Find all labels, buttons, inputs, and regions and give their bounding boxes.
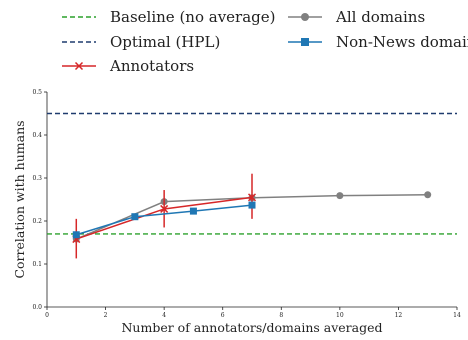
x-tick-label: 4 (162, 312, 166, 319)
non-news-series-point (248, 201, 256, 209)
legend-label-baseline: Baseline (no average) (110, 8, 276, 26)
y-axis-title: Correlation with humans (12, 120, 27, 278)
axes: 0 2 4 6 8 10 12 14 0.0 0.1 0.2 0.3 0.4 0.5 Number of… (12, 89, 461, 335)
x-tick-label: 0 (45, 312, 49, 319)
non-news-series-point (131, 213, 139, 221)
y-tick-label: 0.4 (32, 132, 42, 139)
annotators-series (72, 173, 257, 259)
non-news-series (72, 201, 256, 239)
legend-label-non-news: Non-News domains (336, 33, 468, 51)
y-tick-label: 0.2 (32, 218, 42, 225)
non-news-series-point (189, 207, 197, 215)
y-tick-label: 0.5 (32, 89, 42, 96)
x-axis-title: Number of annotators/domains averaged (121, 320, 382, 335)
y-tick-label: 0.1 (32, 261, 42, 268)
legend-item-annotators: Annotators (62, 57, 194, 75)
y-tick-label: 0.0 (32, 304, 42, 311)
x-tick-label: 10 (336, 312, 344, 319)
x-tick-label: 2 (104, 312, 108, 319)
legend-label-annotators: Annotators (109, 57, 194, 75)
legend-item-baseline: Baseline (no average) (62, 8, 276, 26)
y-tick-label: 0.3 (32, 175, 42, 182)
reference-lines (47, 112, 457, 235)
legend-marker-all-domains (301, 13, 309, 21)
legend-label-optimal: Optimal (HPL) (110, 33, 220, 51)
all-domains-series-point (336, 192, 344, 200)
legend-marker-annotators (74, 61, 84, 71)
annotators-series-point (160, 204, 169, 213)
legend-marker-non-news (301, 38, 309, 46)
non-news-series-line (76, 204, 253, 236)
y-ticks: 0.0 0.1 0.2 0.3 0.4 0.5 (32, 89, 47, 311)
x-tick-label: 6 (221, 312, 225, 319)
non-news-series-point (72, 231, 80, 239)
x-tick-label: 12 (395, 312, 403, 319)
legend-item-all-domains: All domains (288, 8, 425, 26)
x-tick-label: 8 (279, 312, 283, 319)
legend-item-optimal: Optimal (HPL) (62, 33, 220, 51)
all-domains-series-point (424, 191, 432, 199)
legend-item-non-news: Non-News domains (288, 33, 468, 51)
series-layer (72, 173, 432, 259)
annotators-series-point (247, 193, 257, 202)
legend-label-all-domains: All domains (335, 8, 425, 26)
x-tick-label: 14 (453, 312, 461, 319)
x-ticks: 0 2 4 6 8 10 12 14 (45, 307, 461, 319)
legend: Baseline (no average) Optimal (HPL) Anno… (62, 8, 468, 75)
